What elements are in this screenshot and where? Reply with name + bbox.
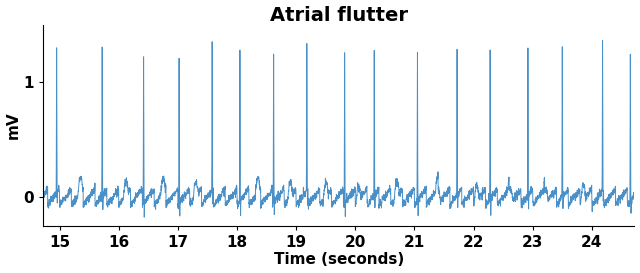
Title: Atrial flutter: Atrial flutter (269, 5, 408, 25)
Y-axis label: mV: mV (6, 111, 20, 139)
X-axis label: Time (seconds): Time (seconds) (273, 253, 404, 268)
